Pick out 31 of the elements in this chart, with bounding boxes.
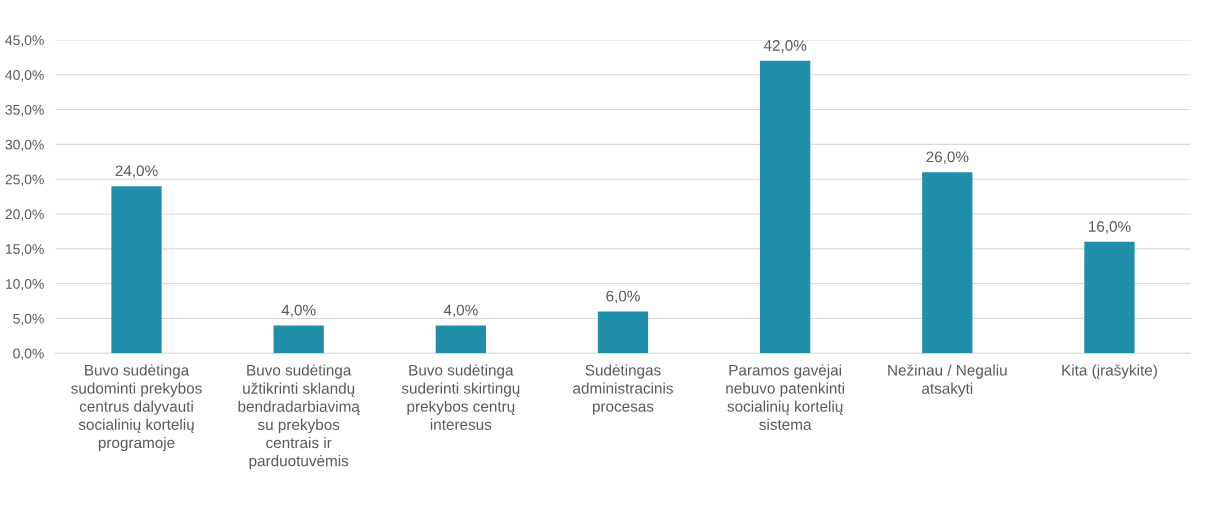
x-tick-label: Buvo sudėtinga sudominti prekybos centrus dalyvauti socialinių kortelių programoje bbox=[71, 364, 202, 452]
y-tick-label: 0,0% bbox=[13, 348, 44, 361]
data-label: 6,0% bbox=[606, 290, 640, 304]
bar bbox=[1084, 241, 1135, 354]
data-label: 16,0% bbox=[1088, 221, 1131, 234]
y-tick-label: 15,0% bbox=[6, 244, 44, 256]
bar bbox=[760, 60, 811, 354]
x-tick-label: Buvo sudėtinga suderinti skirtingų prekybos centrų interesus bbox=[401, 364, 520, 430]
x-tick-label: Kita (įrašykite) bbox=[1062, 364, 1157, 379]
bar bbox=[111, 186, 162, 354]
y-tick-label: 45,0% bbox=[5, 35, 44, 47]
bar bbox=[273, 325, 324, 354]
x-tick-label: Buvo sudėtinga užtikrinti sklandų bendradarbiavimą su prekybos centrais ir parduotuvėmis bbox=[238, 364, 360, 470]
y-tick-label: 10,0% bbox=[6, 278, 44, 291]
y-tick-label: 25,0% bbox=[5, 174, 44, 187]
y-tick-label: 30,0% bbox=[5, 139, 44, 152]
data-label: 4,0% bbox=[281, 304, 316, 318]
x-tick-label: Sudėtingas administracinis procesas bbox=[573, 364, 673, 415]
data-label: 26,0% bbox=[926, 151, 969, 165]
bar bbox=[435, 325, 486, 354]
x-tick-label: Nežinau / Negaliu atsakyti bbox=[888, 364, 1007, 397]
y-tick-label: 40,0% bbox=[5, 70, 44, 82]
bar bbox=[597, 311, 649, 354]
data-label: 4,0% bbox=[443, 304, 478, 318]
y-tick-label: 35,0% bbox=[5, 104, 44, 117]
bar bbox=[922, 172, 973, 354]
y-tick-label: 20,0% bbox=[5, 209, 44, 221]
x-tick-label: Paramos gavėjai nebuvo patenkinti socialinių kortelių sistema bbox=[726, 364, 844, 430]
y-tick-label: 5,0% bbox=[13, 313, 44, 326]
data-label: 42,0% bbox=[763, 40, 807, 53]
data-label: 24,0% bbox=[115, 165, 158, 178]
